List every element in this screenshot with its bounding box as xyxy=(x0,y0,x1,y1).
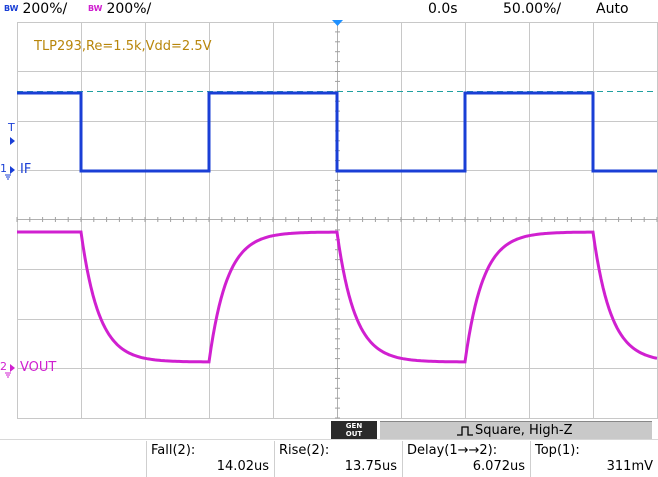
ch2-bw-badge: BW xyxy=(88,4,103,13)
measurement-label: Delay(1→→2): xyxy=(407,443,498,458)
measurement-divider xyxy=(0,439,658,440)
center-ticks xyxy=(16,21,658,419)
measurement-value: 14.02us xyxy=(216,459,269,474)
wavegen-waveform: Square, High-Z xyxy=(475,423,573,438)
trigger-marker-label: T xyxy=(8,121,15,134)
time-offset[interactable]: 0.0s xyxy=(428,1,458,17)
measurement-label: Rise(2): xyxy=(279,443,330,458)
trigger-mode[interactable]: Auto xyxy=(596,1,629,17)
trigger-position-marker xyxy=(332,20,343,26)
square-wave-icon xyxy=(457,426,473,436)
scope-annotation: TLP293,Re=1.5k,Vdd=2.5V xyxy=(34,39,212,54)
ch2-scale-value: 200%/ xyxy=(106,1,152,17)
ch1-label: IF xyxy=(20,162,32,177)
ch2-number: 2 xyxy=(0,360,7,373)
ch2-ground-marker xyxy=(5,364,15,378)
gen-out-line1: GEN xyxy=(345,422,363,430)
ch1-ground-marker xyxy=(5,166,15,180)
ch1-bw-badge: BW xyxy=(4,4,19,13)
ch2-label: VOUT xyxy=(20,360,57,375)
trigger-level-arrow xyxy=(10,137,15,145)
measurement-label: Top(1): xyxy=(535,443,580,458)
timebase[interactable]: 50.00%/ xyxy=(503,1,562,17)
gen-out-line2: OUT xyxy=(345,430,363,438)
ch2-scale[interactable]: BW 200%/ xyxy=(88,1,151,17)
ch1-scale[interactable]: BW 200%/ xyxy=(4,1,67,17)
measurement-delay[interactable]: Delay(1→→2): 6.072us xyxy=(402,441,531,477)
measurement-value: 6.072us xyxy=(472,459,525,474)
measurement-fall[interactable]: Fall(2): 14.02us xyxy=(146,441,275,477)
gen-out-badge[interactable]: GEN OUT xyxy=(331,421,377,439)
ch1-number: 1 xyxy=(0,162,7,175)
measurement-value: 13.75us xyxy=(344,459,397,474)
ch2-waveform xyxy=(17,230,658,364)
measurement-value: 311mV xyxy=(606,459,653,474)
ch1-scale-value: 200%/ xyxy=(22,1,68,17)
measurement-label: Fall(2): xyxy=(151,443,196,458)
ch1-waveform xyxy=(17,91,657,173)
measurement-top[interactable]: Top(1): 311mV xyxy=(530,441,658,477)
status-bar: BW 200%/ BW 200%/ 0.0s 50.00%/ Auto xyxy=(0,0,658,20)
wavegen-bar[interactable]: Square, High-Z xyxy=(380,421,652,439)
measurement-rise[interactable]: Rise(2): 13.75us xyxy=(274,441,403,477)
